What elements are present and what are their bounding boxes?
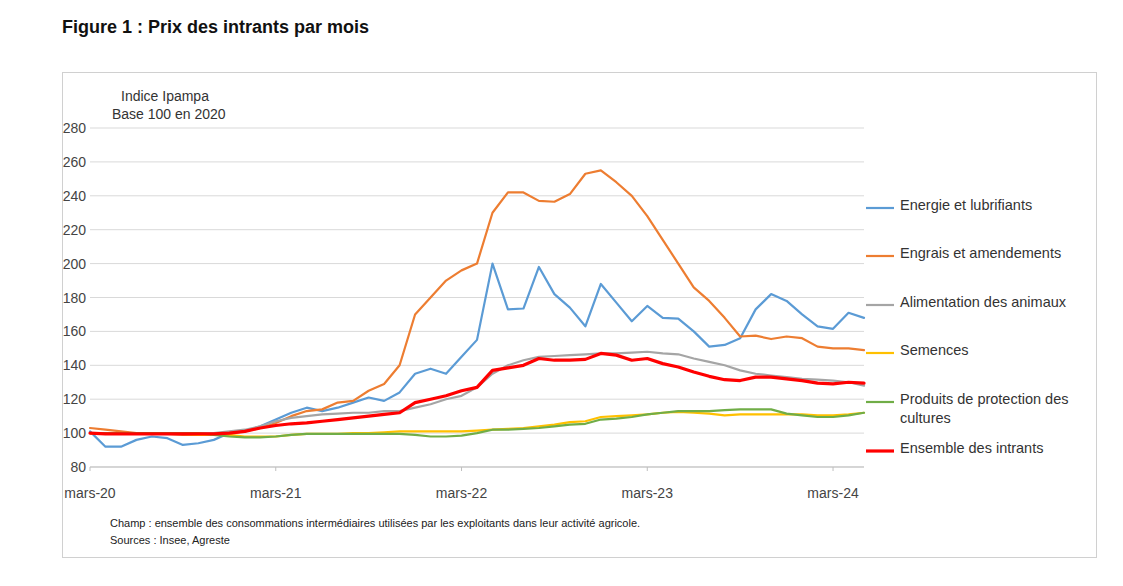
axis-title: Indice Ipampa [121, 88, 209, 104]
legend-label: Ensemble des intrants [900, 439, 1100, 458]
x-tick-label: mars-21 [250, 485, 302, 501]
legend-swatch [866, 449, 894, 452]
axis-title: Base 100 en 2020 [112, 106, 226, 122]
legend-label: Engrais et amendements [900, 244, 1100, 263]
series-line [90, 264, 864, 447]
legend-swatch [866, 304, 894, 306]
x-tick [90, 467, 91, 471]
grid-line [90, 128, 864, 129]
chart: Figure 1 : Prix des intrants par mois Ind… [0, 0, 1123, 586]
y-tick-label: 240 [63, 188, 87, 204]
grid-line [90, 195, 864, 196]
grid-line [90, 297, 864, 298]
y-tick-label: 280 [63, 120, 87, 136]
grid-line [90, 161, 864, 162]
grid-line [90, 229, 864, 230]
series-line [90, 170, 864, 434]
legend-label: Energie et lubrifiants [900, 196, 1100, 215]
x-axis [90, 467, 864, 468]
note: Champ : ensemble des consommations inter… [110, 517, 640, 529]
x-tick [647, 467, 648, 471]
title: Figure 1 : Prix des intrants par mois [62, 17, 369, 37]
x-tick-label: mars-23 [622, 485, 674, 501]
x-tick-label: mars-24 [807, 485, 859, 501]
grid-line [90, 399, 864, 400]
y-tick-label: 180 [63, 290, 87, 306]
grid-line [90, 365, 864, 366]
y-tick-label: 120 [63, 391, 87, 407]
legend-swatch [866, 352, 894, 354]
note: Sources : Insee, Agreste [110, 534, 230, 546]
legend-swatch [866, 255, 894, 257]
frame [63, 73, 1097, 558]
plot-area [90, 170, 864, 446]
y-tick-label: 200 [63, 256, 87, 272]
series-line [90, 352, 864, 433]
y-tick-label: 140 [63, 357, 87, 373]
grid-line [90, 467, 864, 468]
y-tick-label: 220 [63, 222, 87, 238]
legend-swatch [866, 401, 894, 403]
x-tick [275, 467, 276, 471]
y-tick-label: 160 [63, 323, 87, 339]
legend-label: Produits de protection des cultures [900, 390, 1100, 428]
y-tick-label: 80 [70, 459, 86, 475]
y-tick-label: 260 [63, 154, 87, 170]
legend-swatch [866, 207, 894, 209]
grid-line [90, 331, 864, 332]
legend-label: Alimentation des animaux [900, 293, 1100, 312]
x-tick [461, 467, 462, 471]
legend-label: Semences [900, 341, 1100, 360]
x-tick [833, 467, 834, 471]
x-tick-label: mars-22 [436, 485, 488, 501]
y-tick-label: 100 [63, 425, 87, 441]
series-line [90, 353, 864, 434]
x-tick-label: mars-20 [64, 485, 116, 501]
